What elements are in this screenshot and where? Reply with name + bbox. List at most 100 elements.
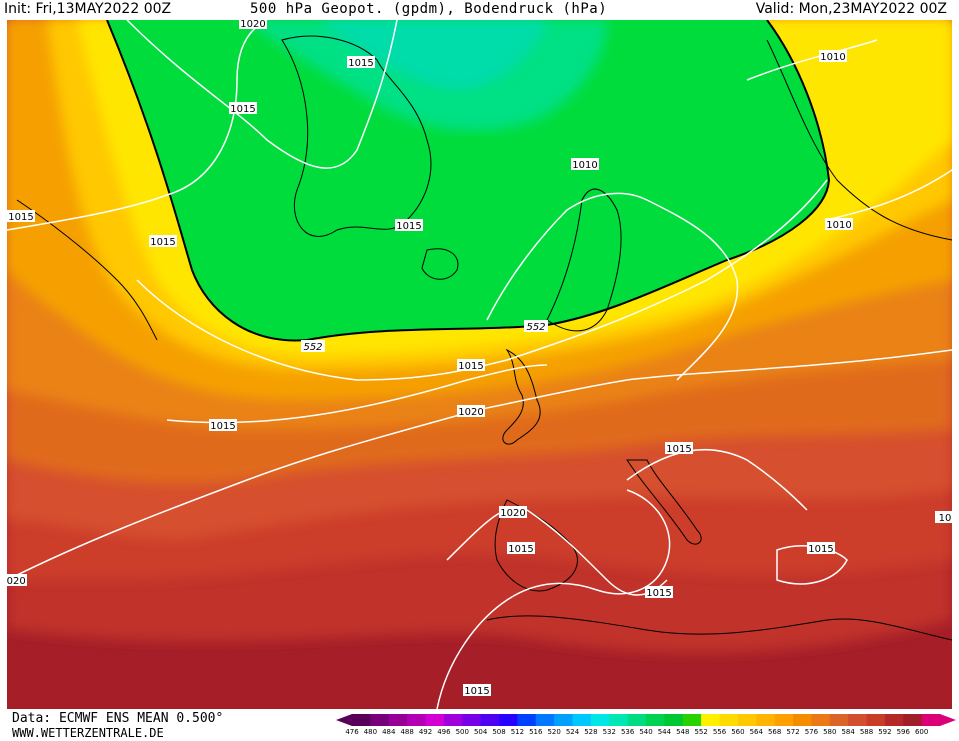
colorbar-tick-label: 504: [473, 728, 488, 736]
svg-text:1015: 1015: [666, 444, 691, 455]
contour-552-labels: 552 552: [301, 320, 548, 353]
colorbar-tick-label: 528: [584, 728, 598, 736]
iberia-coast: [494, 499, 578, 592]
website-link[interactable]: WWW.WETTERZENTRALE.DE: [12, 726, 164, 740]
svg-text:1015: 1015: [646, 588, 671, 599]
colorbar-swatch: [866, 714, 886, 726]
colorbar-swatch: [443, 714, 463, 726]
isobar-label: 1015: [807, 542, 835, 555]
colorbar-tick-label: 588: [859, 728, 874, 736]
isobar-1015-east-med: [776, 545, 848, 585]
svg-text:1020: 1020: [7, 576, 26, 587]
isobar-label: 1015: [7, 210, 35, 223]
colorbar-tick-label: 596: [896, 728, 910, 736]
svg-text:1015: 1015: [464, 686, 489, 697]
colorbar-swatch: [664, 714, 684, 726]
isobar-label: 1010: [819, 50, 847, 63]
isobar-1015-central: [136, 179, 828, 381]
colorbar-swatch: [682, 714, 702, 726]
colorbar-tick-label: 508: [492, 728, 506, 736]
colorbar-tick-label: 520: [547, 728, 561, 736]
colorbar-swatch: [407, 714, 426, 726]
colorbar-swatch: [352, 714, 371, 726]
colorbar-swatch: [517, 714, 537, 726]
colorbar-tick-label: 560: [731, 728, 745, 736]
isobar-label: 1015: [463, 684, 491, 697]
isobar-label: 1015: [665, 442, 693, 455]
svg-text:10: 10: [939, 513, 952, 524]
valid-time: Valid: Mon,23MAY2022 00Z: [755, 1, 947, 17]
svg-text:1020: 1020: [458, 407, 483, 418]
colorbar-tick-label: 512: [510, 728, 525, 736]
contour-552-line: [106, 20, 831, 342]
colorbar-swatch: [462, 714, 482, 726]
colorbar-tick-label: 580: [823, 728, 837, 736]
geopotential-552-area: [107, 20, 829, 341]
colorbar-arrow-left: [336, 714, 352, 726]
isobar-1015-west: [7, 20, 268, 231]
colorbar-tick-label: 568: [767, 728, 782, 736]
svg-text:1015: 1015: [8, 212, 33, 223]
colorbar-tick-label: 556: [712, 728, 727, 736]
init-time: Init: Fri,13MAY2022 00Z: [4, 1, 172, 17]
colorbar-swatch: [554, 714, 573, 726]
colorbar-swatch: [535, 714, 555, 726]
weather-map: 1020 1015 1015 1015 1015 1015 1010 1010 …: [7, 20, 952, 709]
colorbar-tick-label: 548: [676, 728, 690, 736]
colorbar-tick-label: 600: [914, 728, 929, 736]
british-isles-coast: [502, 348, 541, 445]
colorbar-tick-label: 532: [602, 728, 616, 736]
svg-text:552: 552: [303, 342, 322, 353]
colorbar-tick-label: 488: [400, 728, 414, 736]
isobar-label: 1010: [825, 218, 853, 231]
colorbar-swatch: [903, 714, 923, 726]
colorbar-tick-label: 516: [529, 728, 543, 736]
colorbar-swatch: [701, 714, 720, 726]
colorbar-tick-label: 500: [455, 728, 469, 736]
isobar-1015-north: [126, 20, 398, 169]
colorbar-swatch: [719, 714, 739, 726]
colorbar-labels: 476 480 484 488 492 496 500 504 508 512 516 520 524 5…: [336, 728, 956, 740]
colorbar-swatch: [370, 714, 390, 726]
colorbar-swatch: [848, 714, 867, 726]
svg-text:1015: 1015: [458, 361, 483, 372]
isobar-1015-alps: [626, 448, 808, 511]
colorbar-tick-label: 524: [565, 728, 580, 736]
colorbar-tick-label: 592: [878, 728, 892, 736]
isobar-label: 1020: [457, 405, 485, 418]
colorbar-tick-label: 536: [620, 728, 635, 736]
colorbar-swatch: [756, 714, 776, 726]
svg-text:1015: 1015: [230, 104, 255, 115]
colorbar-tick-label: 572: [786, 728, 800, 736]
colorbar-tick-label: 544: [657, 728, 672, 736]
iceland-coast: [421, 248, 459, 280]
svg-text:1015: 1015: [508, 544, 533, 555]
colorbar-swatch: [737, 714, 757, 726]
italy-coast: [626, 459, 702, 545]
colorbar-tick-label: 576: [804, 728, 819, 736]
isobar-label: 1015: [507, 542, 535, 555]
map-header: Init: Fri,13MAY2022 00Z 500 hPa Geopot. …: [0, 0, 959, 20]
colorbar-tick-label: 496: [437, 728, 451, 736]
isobar-label: 1015: [229, 102, 257, 115]
svg-text:1020: 1020: [240, 20, 265, 30]
isobar-label: 1010: [571, 158, 599, 171]
isobar-label: 10: [935, 511, 952, 524]
colorbar-swatch: [388, 714, 408, 726]
svg-text:1010: 1010: [572, 160, 597, 171]
isobar-label: 1015: [645, 586, 673, 599]
scandinavia-coast: [546, 188, 622, 332]
colorbar-swatch: [811, 714, 831, 726]
isobar-label: 1015: [209, 419, 237, 432]
svg-text:1015: 1015: [808, 544, 833, 555]
colorbar: [336, 714, 956, 726]
isobar-label: 1015: [149, 235, 177, 248]
colorbar-tick-label: 540: [639, 728, 653, 736]
north-africa-coast: [486, 615, 952, 641]
isobar-1015-south: [436, 489, 671, 709]
coastlines: [16, 35, 952, 641]
svg-text:1015: 1015: [150, 237, 175, 248]
svg-text:1010: 1010: [820, 52, 845, 63]
isobar-label: 1015: [395, 219, 423, 232]
isobar-labels: 1020 1015 1015 1015 1015 1015 1010 1010 …: [7, 20, 952, 697]
